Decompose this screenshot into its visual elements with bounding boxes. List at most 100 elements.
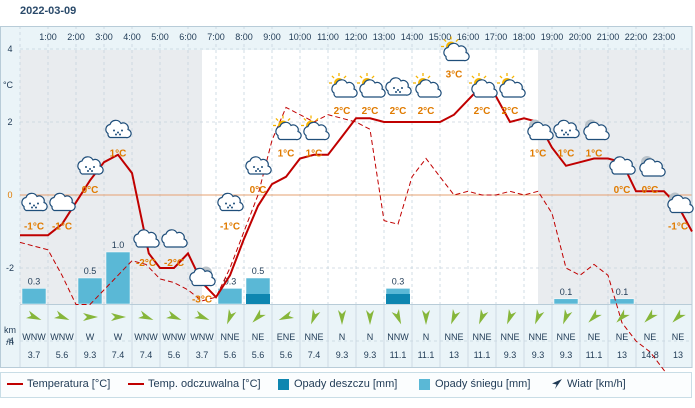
cloud-shape bbox=[21, 192, 48, 212]
wind-direction: N bbox=[367, 332, 374, 342]
precip-label: 0.1 bbox=[616, 287, 629, 297]
legend-feels-like: Temp. odczuwalna [°C] bbox=[128, 378, 261, 390]
weather-chart: 1:00 2:00 3:00 4:00 5:00 6:00 7:00 8:00 9:00 10:0… bbox=[0, 26, 694, 372]
axis-column bbox=[0, 26, 20, 367]
wind-arrow-shape bbox=[26, 310, 42, 320]
snowflake bbox=[29, 202, 31, 205]
wind-arrow-icon bbox=[311, 309, 321, 325]
cloud-weather-icon bbox=[49, 192, 76, 212]
temperature-label: 2°C bbox=[502, 106, 519, 117]
sun-ray bbox=[483, 75, 487, 79]
night-cloud-weather-icon bbox=[667, 192, 694, 214]
y-axis-unit: °C bbox=[3, 80, 14, 90]
precip-label: 0.3 bbox=[28, 276, 41, 286]
wind-speed: 13 bbox=[449, 350, 459, 360]
snowflake bbox=[253, 166, 255, 168]
wind-arrow-shape bbox=[588, 309, 602, 323]
wind-arrow-shape bbox=[227, 309, 237, 325]
temperature-label: -1°C bbox=[24, 222, 44, 233]
snowflake bbox=[259, 170, 261, 172]
sun-ray bbox=[499, 75, 503, 79]
cloud-shape bbox=[275, 121, 302, 141]
wind-direction: WNW bbox=[134, 332, 158, 342]
hour-label: 9:00 bbox=[263, 32, 281, 42]
wind-direction: ENE bbox=[277, 332, 296, 342]
temperature-label: 1°C bbox=[530, 149, 547, 160]
precip-label: 0.5 bbox=[84, 266, 97, 276]
cloud-shape bbox=[359, 79, 386, 98]
snowflake bbox=[401, 87, 403, 89]
cloud-shape bbox=[385, 77, 412, 96]
wind-speed: 13 bbox=[617, 350, 627, 360]
temperature-label: 1°C bbox=[306, 149, 323, 160]
snow-bar bbox=[609, 298, 635, 305]
wind-arrow-icon bbox=[338, 310, 346, 325]
temperature-label: 0°C bbox=[614, 185, 631, 196]
wind-unit-label: /h bbox=[6, 337, 14, 347]
temperature-label: -2°C bbox=[136, 258, 156, 269]
cloud-shape bbox=[553, 119, 580, 139]
snowflake bbox=[261, 166, 263, 168]
night-band bbox=[538, 50, 692, 304]
sun-cloud-weather-icon bbox=[273, 115, 302, 141]
legend-snow: Opady śniegu [mm] bbox=[419, 378, 530, 390]
snow-weather-icon bbox=[217, 192, 244, 212]
hour-label: 15:00 bbox=[429, 32, 452, 42]
rain-bar bbox=[246, 294, 270, 304]
snowflake bbox=[93, 166, 95, 168]
temperature-label: 1°C bbox=[558, 149, 575, 160]
legend-snow-label: Opady śniegu [mm] bbox=[435, 378, 531, 390]
temperature-label: 0°C bbox=[250, 185, 267, 196]
snowflake bbox=[395, 91, 397, 93]
wind-arrow-shape bbox=[83, 313, 98, 321]
wind-direction: WNW bbox=[190, 332, 214, 342]
wind-arrow-shape bbox=[252, 309, 266, 323]
cloud-shape bbox=[471, 79, 498, 98]
wind-direction: NNE bbox=[220, 332, 239, 342]
snowflake bbox=[231, 206, 233, 209]
y-tick-label: 0 bbox=[7, 190, 12, 200]
sun-ray bbox=[343, 75, 347, 79]
wind-speed: 7.4 bbox=[308, 350, 321, 360]
date-label: 2022-03-09 bbox=[20, 5, 77, 17]
wind-arrow-shape bbox=[111, 313, 126, 321]
cloud-shape bbox=[217, 192, 244, 212]
snowflake bbox=[89, 168, 91, 170]
temperature-label: 1°C bbox=[586, 149, 603, 160]
temperature-label: -3°C bbox=[192, 295, 212, 306]
wind-speed: 9.3 bbox=[532, 350, 545, 360]
wind-arrow-shape bbox=[422, 310, 430, 325]
wind-speed: 5.6 bbox=[56, 350, 69, 360]
hour-label: 1:00 bbox=[39, 32, 57, 42]
wind-direction: NNE bbox=[556, 332, 575, 342]
wind-arrow-icon bbox=[616, 309, 630, 323]
snowflake bbox=[35, 206, 37, 209]
sun-ray bbox=[359, 75, 363, 79]
wind-direction: WNW bbox=[162, 332, 186, 342]
wind-arrow-shape bbox=[616, 309, 630, 323]
sun-cloud-weather-icon bbox=[329, 73, 358, 98]
wind-speed: 14.8 bbox=[641, 350, 659, 360]
snow-weather-icon bbox=[21, 192, 48, 212]
hour-label: 11:00 bbox=[317, 32, 339, 42]
wind-arrow-shape bbox=[278, 310, 295, 321]
temperature-label: 2°C bbox=[362, 106, 379, 117]
hour-label: 2:00 bbox=[67, 32, 85, 42]
snow-weather-icon bbox=[245, 156, 272, 175]
wind-arrow-icon bbox=[479, 309, 489, 325]
hour-label: 7:00 bbox=[207, 32, 225, 42]
legend-temperature-label: Temperatura [°C] bbox=[27, 378, 111, 390]
hour-label: 8:00 bbox=[235, 32, 253, 42]
wind-speed: 9.3 bbox=[84, 350, 97, 360]
wind-speed: 11.1 bbox=[474, 350, 491, 360]
cloud-shape bbox=[49, 192, 76, 212]
snowflake bbox=[399, 91, 401, 93]
snowflake bbox=[85, 166, 87, 168]
wind-direction: NNE bbox=[528, 332, 547, 342]
cloud-shape bbox=[415, 79, 442, 98]
rain-bar bbox=[386, 294, 410, 304]
cloud-shape bbox=[499, 79, 526, 98]
wind-arrow-shape bbox=[644, 309, 658, 323]
temperature-line bbox=[20, 84, 693, 299]
temperature-label: -1°C bbox=[52, 222, 72, 233]
